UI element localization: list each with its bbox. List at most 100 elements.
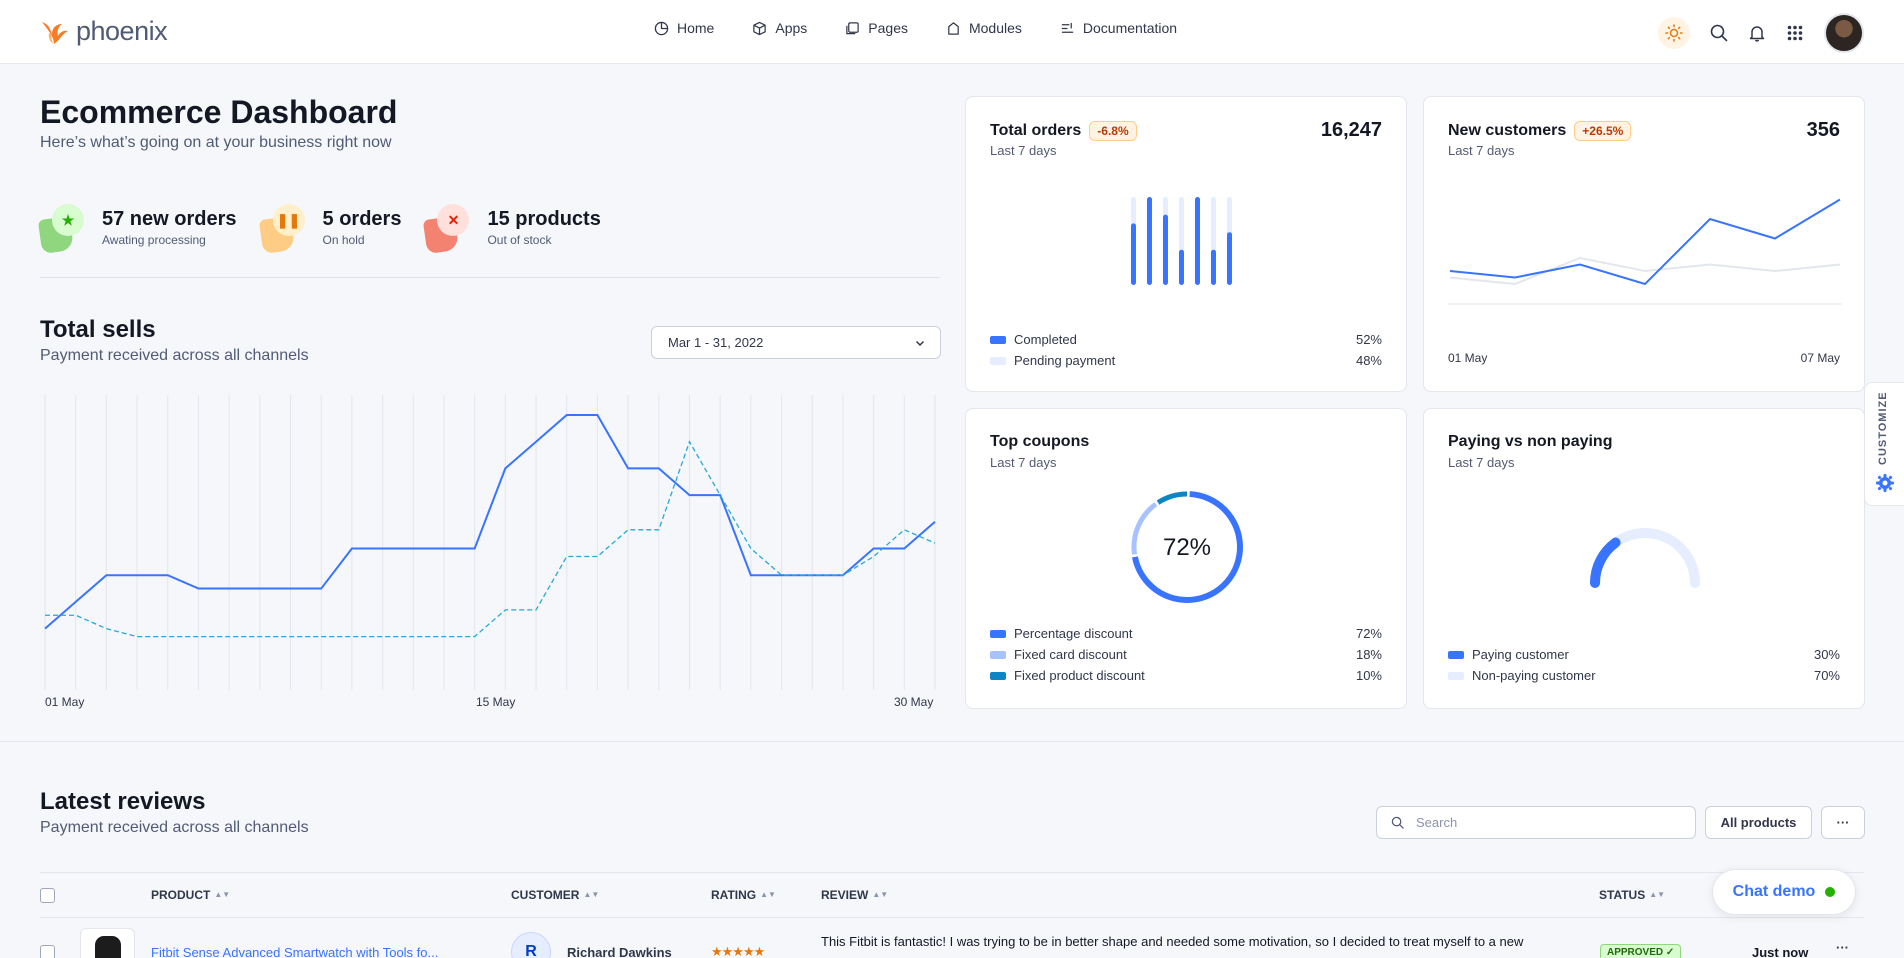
sort-icon: ▲▼ — [760, 890, 776, 899]
donut-slice — [1156, 491, 1188, 505]
legend-swatch — [990, 650, 1006, 659]
legend-label: Percentage discount — [1014, 626, 1133, 641]
series-line — [1449, 256, 1841, 286]
legend-label: Fixed card discount — [1014, 647, 1127, 662]
customize-tab[interactable]: CUSTOMIZE — [1864, 382, 1904, 506]
all-products-button[interactable]: All products — [1705, 806, 1812, 839]
legend-item: Paying customer 30% — [1448, 644, 1840, 665]
bar — [1147, 197, 1152, 285]
nav-label: Pages — [868, 20, 908, 36]
sort-icon: ▲▼ — [214, 890, 231, 899]
legend-item: Pending payment 48% — [990, 350, 1382, 371]
user-avatar[interactable] — [1824, 13, 1864, 53]
reviews-subtitle: Payment received across all channels — [40, 819, 309, 836]
row-checkbox[interactable] — [40, 945, 55, 958]
sun-icon — [1665, 24, 1683, 42]
stat-orders-on-hold: ❚❚ 5 orders On hold — [258, 204, 402, 255]
x-tick-label: 01 May — [45, 695, 85, 709]
customer-avatar[interactable]: R — [511, 932, 551, 958]
legend-label: Fixed product discount — [1014, 668, 1145, 683]
stat-value: 57 new orders — [102, 208, 237, 230]
search-placeholder: Search — [1416, 815, 1458, 830]
card-period: Last 7 days — [990, 455, 1057, 470]
top-coupons-card: Top coupons Last 7 days 72% Percentage d… — [965, 408, 1407, 709]
card-title: Paying vs non paying — [1448, 433, 1612, 451]
nav-item-home[interactable]: Home — [654, 20, 714, 36]
product-link[interactable]: Fitbit Sense Advanced Smartwatch with To… — [151, 945, 439, 958]
reviews-search-input[interactable]: Search — [1376, 806, 1696, 839]
card-title: New customers +26.5% — [1448, 121, 1632, 141]
online-status-dot — [1825, 887, 1836, 897]
nav-item-apps[interactable]: Apps — [752, 20, 807, 36]
product-thumbnail[interactable] — [80, 928, 135, 958]
search-icon — [1710, 24, 1728, 42]
paying-legend: Paying customer 30% Non-paying customer … — [1448, 644, 1840, 686]
stat-icon: ❚❚ — [258, 204, 309, 255]
pause-icon: ❚❚ — [272, 204, 305, 236]
customize-label: CUSTOMIZE — [1877, 391, 1889, 465]
nav-label: Documentation — [1082, 20, 1178, 36]
row-actions-button[interactable]: ··· — [1836, 940, 1849, 955]
new-customers-card: New customers +26.5% Last 7 days 356 01 … — [1423, 96, 1865, 392]
total-sells-chart — [44, 395, 936, 690]
stat-value: 5 orders — [322, 208, 402, 230]
column-header-status[interactable]: STATUS ▲▼ — [1599, 888, 1666, 902]
x-tick-label: 01 May — [1448, 351, 1488, 365]
orders-legend: Completed 52% Pending payment 48% — [990, 329, 1382, 371]
bell-icon — [1749, 26, 1765, 42]
column-header-rating[interactable]: RATING ▲▼ — [711, 888, 776, 902]
date-range-select[interactable]: Mar 1 - 31, 2022 — [651, 326, 941, 359]
series-line — [1449, 198, 1841, 286]
nav-label: Apps — [775, 20, 808, 36]
legend-label: Completed — [1014, 332, 1077, 347]
stat-label: Out of stock — [487, 233, 552, 247]
stat-icon: ✕ — [423, 204, 473, 255]
legend-item: Percentage discount 72% — [990, 623, 1382, 644]
column-header-review[interactable]: REVIEW ▲▼ — [821, 888, 889, 902]
cube-icon — [753, 21, 767, 35]
card-period: Last 7 days — [990, 143, 1057, 158]
column-header-product[interactable]: PRODUCT ▲▼ — [151, 888, 231, 902]
nav-item-pages[interactable]: Pages — [845, 20, 908, 36]
legend-value: 18% — [1355, 647, 1382, 662]
brand-logo[interactable]: phoenix — [40, 16, 168, 47]
nav-item-documentation[interactable]: Documentation — [1060, 20, 1177, 36]
bar — [1195, 197, 1200, 285]
search-button[interactable] — [1710, 24, 1728, 42]
card-title: Total orders -6.8% — [990, 121, 1137, 141]
status-badge: APPROVED ✓ — [1600, 944, 1682, 958]
pie-chart-icon — [654, 21, 669, 35]
notifications-button[interactable] — [1748, 24, 1766, 42]
bar — [1227, 232, 1232, 285]
stat-label: On hold — [322, 233, 365, 247]
nav-label: Home — [677, 20, 715, 36]
legend-item: Fixed product discount 10% — [990, 665, 1382, 686]
series-line — [45, 440, 936, 638]
stats-row: ★ 57 new orders Awating processing ❚❚ 5 … — [37, 204, 601, 255]
star-rating: ★★★★★ — [711, 944, 765, 958]
column-header-customer[interactable]: CUSTOMER ▲▼ — [511, 888, 600, 902]
nav-item-modules[interactable]: Modules — [946, 20, 1022, 36]
customer-name[interactable]: Richard Dawkins — [567, 945, 672, 958]
select-all-checkbox[interactable] — [40, 888, 55, 903]
sort-icon: ▲▼ — [1649, 890, 1666, 899]
bar — [1131, 223, 1136, 285]
apps-grid-button[interactable] — [1786, 24, 1804, 42]
page-title: Ecommerce Dashboard — [40, 94, 398, 130]
chat-demo-button[interactable]: Chat demo — [1712, 869, 1856, 915]
bar — [1179, 249, 1184, 285]
legend-label: Pending payment — [1014, 353, 1116, 368]
card-title: Top coupons — [990, 433, 1089, 451]
paying-gauge-chart — [1590, 528, 1700, 588]
nav-actions — [1658, 13, 1864, 53]
legend-swatch — [990, 629, 1006, 638]
legend-label: Non-paying customer — [1472, 668, 1596, 683]
theme-toggle-button[interactable] — [1658, 17, 1690, 49]
star-icon: ★ — [52, 204, 84, 236]
bar — [1163, 214, 1168, 285]
legend-value: 30% — [1813, 647, 1840, 662]
gauge-value — [1590, 537, 1621, 588]
legend-item: Fixed card discount 18% — [990, 644, 1382, 665]
files-icon — [846, 21, 860, 34]
more-options-button[interactable]: ··· — [1821, 806, 1865, 839]
